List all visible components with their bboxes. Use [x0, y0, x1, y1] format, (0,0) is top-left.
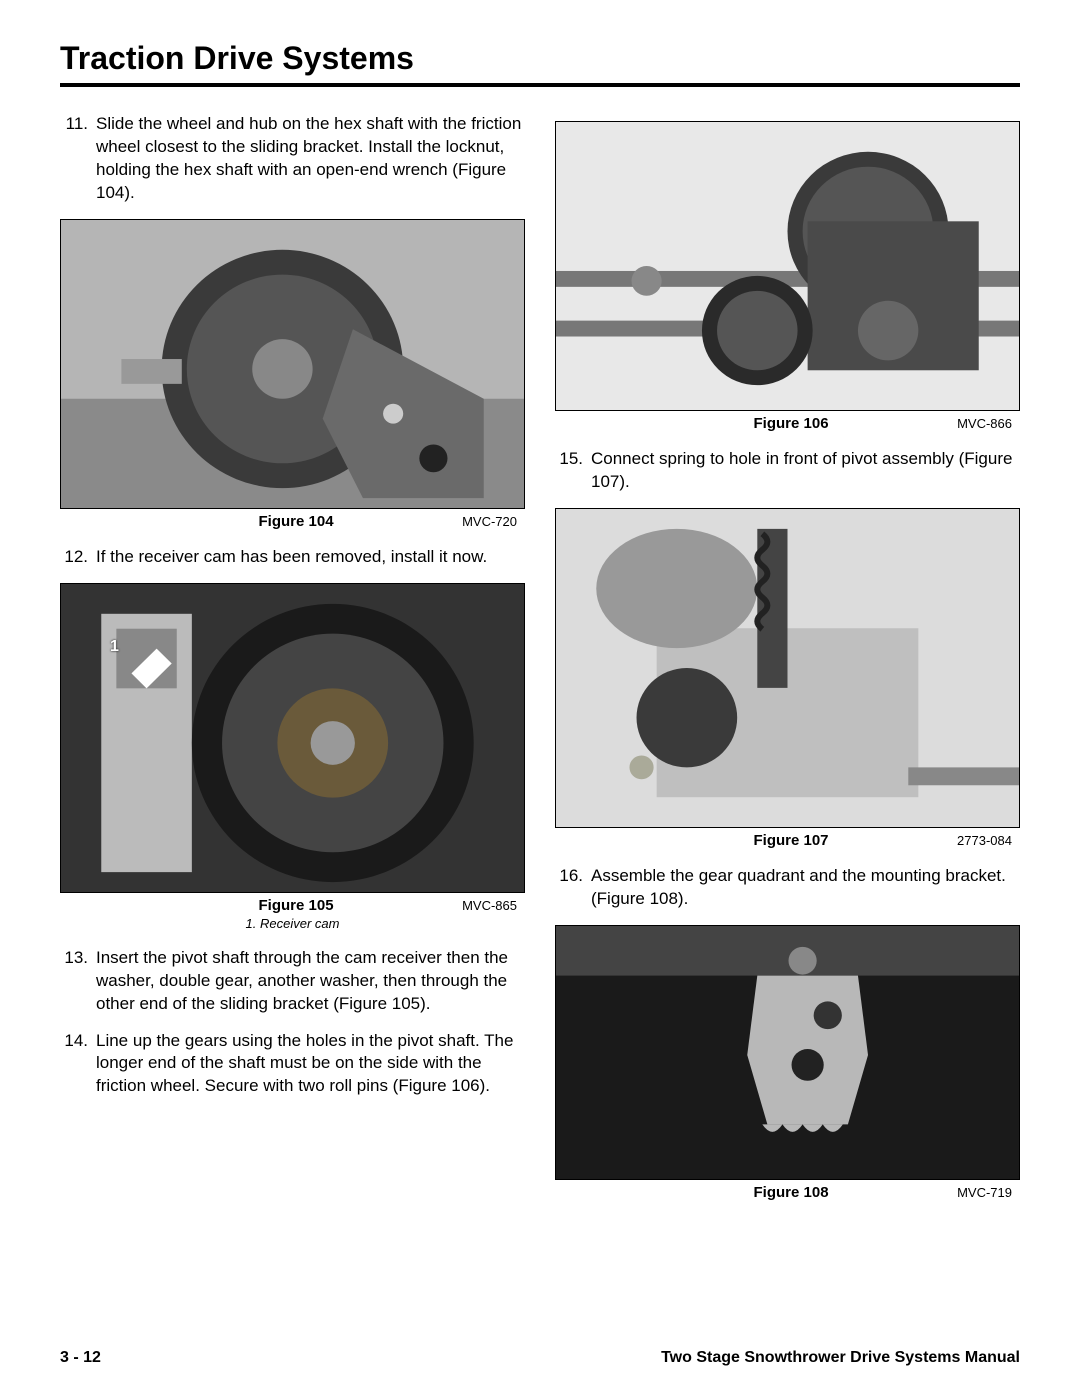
steps-list: 13. Insert the pivot shaft through the c…	[60, 947, 525, 1099]
figure-105: 1 Figure 105 MVC-865 1. Receiver cam	[60, 583, 525, 931]
left-column: 11. Slide the wheel and hub on the hex s…	[60, 113, 525, 1217]
page-footer: 3 - 12 Two Stage Snowthrower Drive Syste…	[60, 1349, 1020, 1367]
figure-108: Figure 108 MVC-719	[555, 925, 1020, 1201]
figure-label: Figure 108	[754, 1184, 829, 1201]
step-item: 11. Slide the wheel and hub on the hex s…	[60, 113, 525, 205]
figure-code: MVC-866	[957, 416, 1012, 431]
page-title: Traction Drive Systems	[60, 40, 1020, 87]
step-text: Connect spring to hole in front of pivot…	[591, 448, 1020, 494]
figure-subcaption: 1. Receiver cam	[60, 916, 525, 931]
step-number: 11.	[60, 113, 88, 205]
figure-label: Figure 107	[754, 832, 829, 849]
step-number: 13.	[60, 947, 88, 1016]
step-number: 16.	[555, 865, 583, 911]
step-text: If the receiver cam has been removed, in…	[96, 546, 487, 569]
step-item: 14. Line up the gears using the holes in…	[60, 1030, 525, 1099]
figure-104-image	[60, 219, 525, 509]
right-column: Figure 106 MVC-866 15. Connect spring to…	[555, 113, 1020, 1217]
steps-list: 15. Connect spring to hole in front of p…	[555, 448, 1020, 494]
step-text: Insert the pivot shaft through the cam r…	[96, 947, 525, 1016]
figure-label: Figure 105	[259, 897, 334, 914]
figure-code: MVC-719	[957, 1185, 1012, 1200]
step-item: 15. Connect spring to hole in front of p…	[555, 448, 1020, 494]
content-columns: 11. Slide the wheel and hub on the hex s…	[60, 113, 1020, 1217]
figure-code: MVC-720	[462, 514, 517, 529]
callout-marker: 1	[110, 638, 119, 656]
step-item: 16. Assemble the gear quadrant and the m…	[555, 865, 1020, 911]
step-text: Line up the gears using the holes in the…	[96, 1030, 525, 1099]
figure-code: MVC-865	[462, 898, 517, 913]
steps-list: 11. Slide the wheel and hub on the hex s…	[60, 113, 525, 205]
figure-code: 2773-084	[957, 833, 1012, 848]
steps-list: 12. If the receiver cam has been removed…	[60, 546, 525, 569]
step-number: 12.	[60, 546, 88, 569]
figure-107: Figure 107 2773-084	[555, 508, 1020, 849]
figure-label: Figure 104	[259, 513, 334, 530]
figure-label: Figure 106	[754, 415, 829, 432]
figure-106: Figure 106 MVC-866	[555, 121, 1020, 432]
page-number: 3 - 12	[60, 1349, 101, 1367]
figure-106-image	[555, 121, 1020, 411]
step-item: 12. If the receiver cam has been removed…	[60, 546, 525, 569]
step-item: 13. Insert the pivot shaft through the c…	[60, 947, 525, 1016]
figure-107-image	[555, 508, 1020, 828]
step-number: 14.	[60, 1030, 88, 1099]
manual-title: Two Stage Snowthrower Drive Systems Manu…	[661, 1349, 1020, 1367]
figure-104: Figure 104 MVC-720	[60, 219, 525, 530]
step-text: Assemble the gear quadrant and the mount…	[591, 865, 1020, 911]
figure-105-image	[60, 583, 525, 893]
step-number: 15.	[555, 448, 583, 494]
steps-list: 16. Assemble the gear quadrant and the m…	[555, 865, 1020, 911]
figure-108-image	[555, 925, 1020, 1180]
step-text: Slide the wheel and hub on the hex shaft…	[96, 113, 525, 205]
